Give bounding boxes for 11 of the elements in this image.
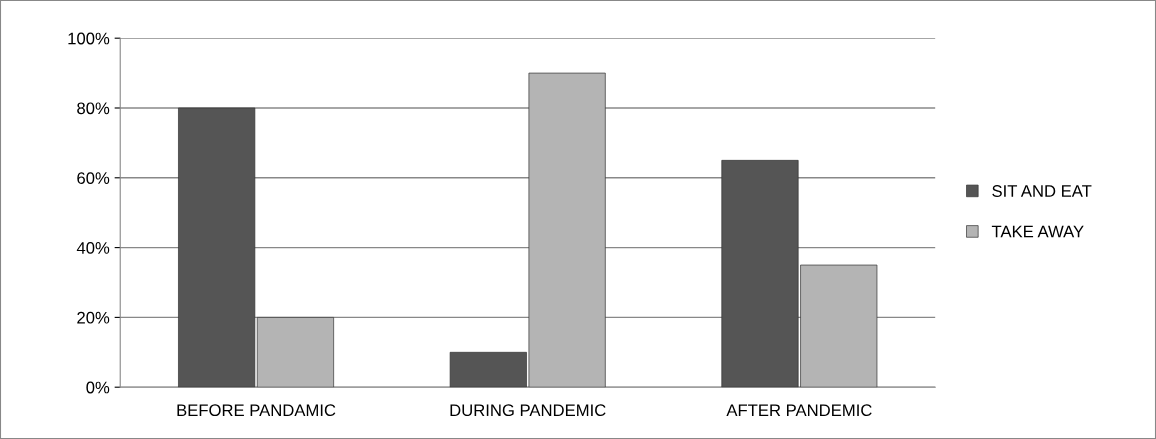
x-tick-label: DURING PANDEMIC (450, 404, 606, 417)
y-tick-label: 60% (77, 172, 110, 184)
legend-label: TAKE AWAY (991, 225, 1084, 238)
legend-label: SIT AND EAT (992, 185, 1092, 197)
y-tick-label: 100% (68, 32, 110, 45)
x-tick-label: BEFORE PANDAMIC (177, 404, 336, 417)
y-tick-label: 0% (86, 381, 110, 394)
y-tick-label: 80% (77, 102, 110, 115)
y-tick-label: 20% (77, 311, 110, 324)
x-tick-label: AFTER PANDEMIC (726, 404, 872, 417)
y-tick-label: 40% (76, 242, 110, 254)
